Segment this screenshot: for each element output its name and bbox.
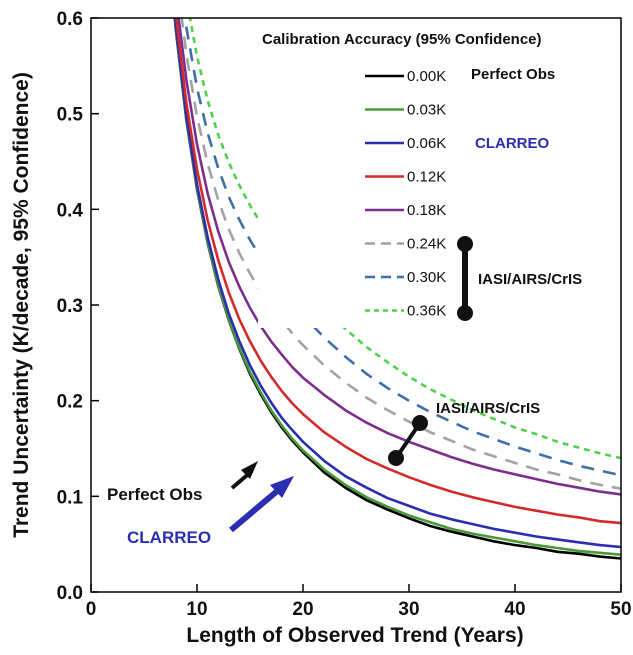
iasi-marker: IASI/AIRS/CrIS xyxy=(388,400,540,466)
legend-background xyxy=(258,23,613,328)
y-tick-label-1: 0.1 xyxy=(57,487,84,508)
legend-note-perfect-obs: Perfect Obs xyxy=(471,66,555,83)
legend-label-4: 0.18K xyxy=(407,202,446,219)
x-axis-title: Length of Observed Trend (Years) xyxy=(186,624,523,647)
y-tick-label-3: 0.3 xyxy=(57,296,83,317)
y-tick-label-2: 0.2 xyxy=(57,392,83,413)
x-tick-label-3: 30 xyxy=(398,599,419,620)
legend-label-3: 0.12K xyxy=(407,169,446,186)
perfect-obs-arrow: Perfect Obs xyxy=(107,461,258,504)
y-tick-label-4: 0.4 xyxy=(57,200,84,221)
x-tick-label-0: 0 xyxy=(86,599,97,620)
legend-label-5: 0.24K xyxy=(407,236,446,253)
x-tick-label-1: 10 xyxy=(186,599,207,620)
clarreo-arrow-shaft xyxy=(229,484,284,533)
legend-label-1: 0.03K xyxy=(407,102,446,119)
iasi-marker-label: IASI/AIRS/CrIS xyxy=(436,400,540,417)
legend-note-iasi: IASI/AIRS/CrIS xyxy=(478,271,582,288)
y-tick-label-6: 0.6 xyxy=(57,9,83,30)
iasi-marker-top-dot xyxy=(412,415,428,431)
legend-label-2: 0.06K xyxy=(407,135,446,152)
series-line-0-06K xyxy=(173,18,621,549)
clarreo-arrow-head xyxy=(270,476,294,498)
x-axis: 0 10 20 30 40 50 xyxy=(86,584,632,620)
y-tick-label-5: 0.5 xyxy=(57,105,84,126)
series-line-0-12K xyxy=(174,18,621,525)
legend-label-7: 0.36K xyxy=(407,303,446,320)
series-line-0-36K xyxy=(188,18,621,460)
clarreo-arrow: CLARREO xyxy=(127,476,294,547)
legend-note-clarreo: CLARREO xyxy=(475,135,549,152)
legend-entries: 0.00K 0.03K 0.06K 0.12K 0.18K 0.24K 0.30K 0.36K xyxy=(365,68,446,320)
legend: Calibration Accuracy (95% Confidence) 0.… xyxy=(258,23,613,328)
x-tick-label-5: 50 xyxy=(610,599,631,620)
series-line-0-18K xyxy=(177,18,621,496)
y-axis: 0.0 0.1 0.2 0.3 0.4 0.5 0.6 xyxy=(57,9,99,604)
x-tick-label-2: 20 xyxy=(292,599,313,620)
legend-label-0: 0.00K xyxy=(407,68,446,85)
series-line-0-24K xyxy=(180,18,621,490)
iasi-marker-bottom-dot xyxy=(388,450,404,466)
legend-label-6: 0.30K xyxy=(407,269,446,286)
iasi-range-top-dot xyxy=(457,236,473,252)
y-tick-label-0: 0.0 xyxy=(57,583,83,604)
clarreo-label: CLARREO xyxy=(127,528,211,547)
x-tick-label-4: 40 xyxy=(504,599,525,620)
legend-title: Calibration Accuracy (95% Confidence) xyxy=(262,31,542,48)
perfect-obs-label: Perfect Obs xyxy=(107,485,202,504)
iasi-range-bottom-dot xyxy=(457,305,473,321)
y-axis-title: Trend Uncertainty (K/decade, 95% Confide… xyxy=(10,72,33,538)
perfect-obs-arrow-head xyxy=(241,461,258,479)
